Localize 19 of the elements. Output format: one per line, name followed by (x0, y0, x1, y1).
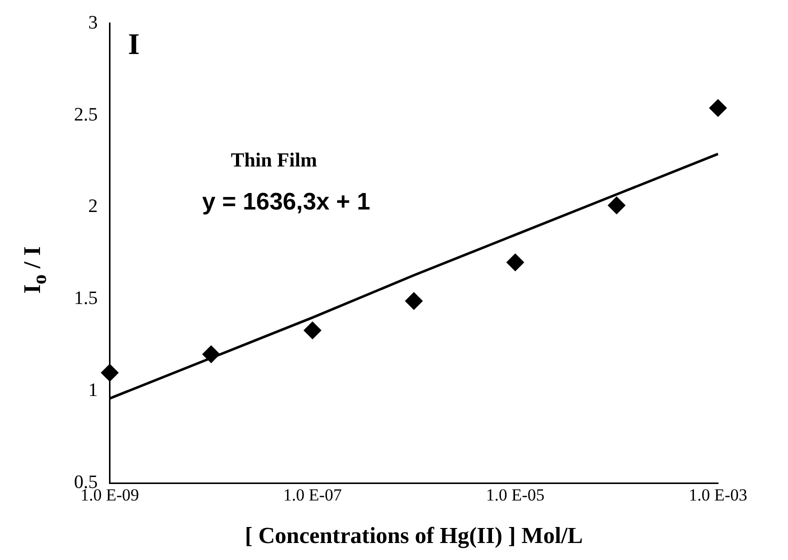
y-tick-label: 1 (88, 380, 98, 402)
y-tick-label: 3 (88, 12, 98, 34)
annotation: I (128, 28, 140, 62)
y-tick-label: 2.5 (74, 104, 98, 126)
point (608, 196, 626, 214)
point (202, 345, 220, 364)
x-tick-label: 1.0 E-05 (486, 486, 545, 505)
annotation: Thin Film (230, 149, 318, 172)
y-tick-label: 1.5 (74, 288, 98, 310)
point (100, 364, 119, 382)
x-axis-title: [ Concentrations of Hg(II) ] Mol/L (244, 523, 583, 550)
x-tick-label: 1.0 E-07 (283, 486, 342, 505)
x-tick-label: 1.0 E-03 (688, 486, 748, 505)
point (709, 98, 727, 117)
annotation: y = 1636,3x + 1 (202, 188, 370, 216)
y-tick-label: 2 (88, 196, 98, 218)
point (304, 321, 322, 340)
point (404, 292, 423, 310)
point (506, 253, 524, 272)
